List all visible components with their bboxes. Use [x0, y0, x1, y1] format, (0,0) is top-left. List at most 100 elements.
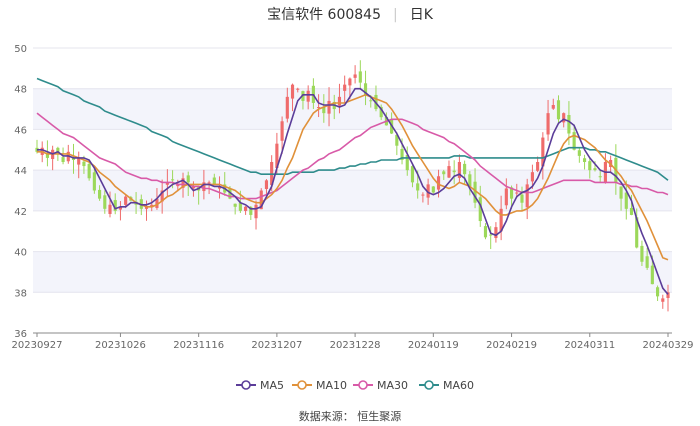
candle-body [541, 137, 545, 167]
x-tick-label: 20240311 [564, 340, 615, 351]
candle-body [666, 292, 670, 298]
y-tick-label: 36 [14, 329, 27, 340]
candle-body [186, 175, 190, 183]
candle-body [363, 83, 368, 95]
candle-body [160, 190, 164, 202]
y-tick-label: 50 [14, 44, 27, 55]
candle-body [124, 196, 128, 205]
candle-body [619, 186, 623, 199]
stock-name-code: 宝信软件 600845 [267, 7, 381, 23]
candle-body [463, 163, 467, 175]
candle-body [113, 200, 117, 211]
y-tick-label: 48 [14, 85, 27, 96]
candle-body [254, 204, 258, 219]
candle-body [515, 192, 519, 194]
candle-body [593, 168, 597, 171]
x-tick-label: 20231207 [251, 340, 302, 351]
candle-body [202, 182, 206, 192]
legend-marker [424, 380, 434, 390]
x-tick-label: 20240119 [408, 340, 459, 351]
candle-body [322, 107, 326, 114]
candle-body [624, 192, 628, 209]
candle-body [343, 84, 347, 91]
y-tick-label: 42 [14, 207, 27, 218]
candle-body [598, 176, 602, 178]
candle-body [447, 166, 451, 178]
legend-marker [241, 380, 251, 390]
candle-body [536, 162, 540, 171]
candle-body [379, 106, 383, 118]
candle-body [285, 96, 289, 119]
candle-body [640, 245, 644, 262]
ma60-line [36, 77, 669, 181]
candle-body [171, 179, 175, 181]
candle-body [87, 163, 91, 179]
candle-body [635, 217, 639, 248]
candle-body [509, 187, 514, 199]
candle-body [337, 96, 342, 106]
legend-label-ma10: MA10 [316, 379, 347, 392]
candle-body [442, 171, 446, 175]
candle-body [207, 182, 211, 184]
candle-body [98, 189, 102, 199]
candle-body [217, 186, 222, 189]
legend-label-ma5: MA5 [260, 379, 284, 392]
candle-body [395, 134, 399, 146]
y-tick-label: 38 [14, 288, 27, 299]
candle-body [61, 157, 65, 162]
candle-body [259, 190, 263, 210]
x-tick-label: 20230927 [12, 340, 63, 351]
candle-body [546, 113, 550, 135]
x-tick-label: 20231026 [95, 340, 146, 351]
candle-body [405, 154, 409, 171]
candle-body [416, 183, 420, 191]
candle-body [77, 157, 81, 165]
candle-body [306, 90, 310, 102]
candle-body [530, 172, 534, 182]
candle-body [249, 206, 253, 215]
candle-body [317, 107, 321, 109]
candle-body [478, 197, 482, 222]
candle-body [290, 84, 295, 99]
chart-title: 宝信软件 600845 | 日K [0, 4, 700, 24]
candle-body [650, 265, 654, 285]
candle-body [296, 88, 300, 90]
candle-body [280, 121, 284, 141]
candle-body [92, 172, 96, 191]
candle-body [645, 256, 649, 268]
legend-marker [297, 380, 307, 390]
candle-body [567, 115, 571, 134]
candle-body [421, 194, 425, 196]
candle-body [45, 152, 50, 158]
candle-body [426, 184, 430, 198]
y-tick-label: 46 [14, 125, 27, 136]
candle-body [212, 177, 216, 185]
ma30-line [36, 112, 669, 200]
candle-body [494, 227, 498, 239]
candle-body [369, 100, 373, 102]
candle-body [228, 188, 232, 199]
grid-band [33, 251, 672, 293]
data-source: 数据来源： 恒生聚源 [298, 410, 402, 423]
candle-body [504, 188, 508, 206]
candle-body [452, 170, 456, 173]
candle-body [327, 100, 331, 114]
candle-body [489, 234, 493, 236]
candle-body [358, 71, 362, 83]
candle-body [353, 74, 357, 78]
candle-body [118, 206, 123, 210]
candle-body [348, 78, 352, 86]
candle-body [473, 181, 477, 203]
candle-body [144, 206, 149, 209]
candle-body [457, 162, 461, 178]
legend-label-ma30: MA30 [377, 379, 408, 392]
candle-body [551, 105, 555, 109]
candle-body [655, 287, 660, 297]
candle-body [431, 186, 435, 193]
candle-body [181, 178, 185, 188]
candle-body [191, 186, 196, 189]
candle-body [468, 174, 472, 187]
candle-body [275, 143, 279, 169]
candle-body [436, 176, 441, 190]
